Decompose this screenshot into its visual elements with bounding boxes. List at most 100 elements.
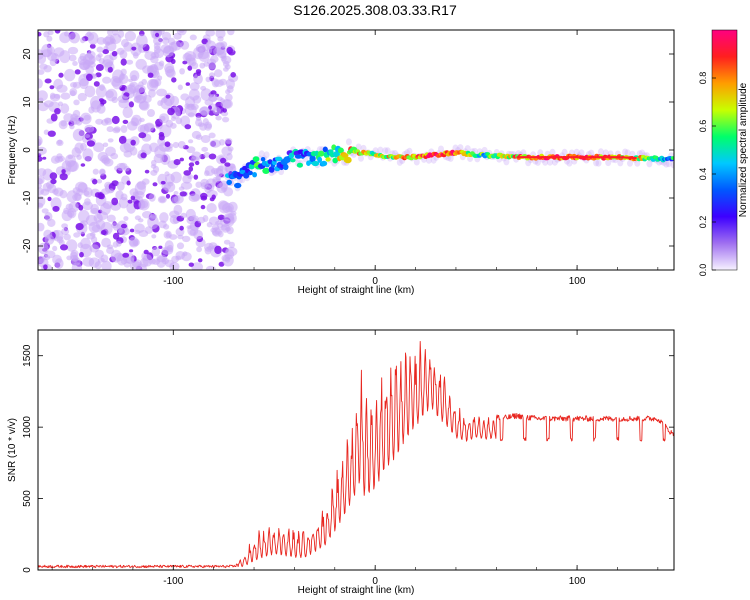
noise-blob (187, 65, 193, 71)
noise-blob (222, 202, 234, 214)
noise-blob (96, 104, 106, 114)
noise-blob (188, 193, 200, 202)
noise-blob (165, 94, 171, 99)
noise-blob (80, 37, 86, 44)
noise-blob (97, 53, 103, 58)
noise-blob (149, 142, 159, 153)
noise-blob (43, 100, 54, 108)
signal-peak (591, 156, 595, 159)
noise-blob (69, 123, 75, 130)
noise-blob (164, 259, 175, 268)
signal-halo (665, 160, 672, 168)
signal-point (243, 172, 250, 179)
noise-blob (118, 135, 127, 145)
noise-blob (142, 65, 153, 74)
noise-blob (215, 30, 226, 39)
signal-peak (633, 157, 637, 159)
signal-peak (518, 156, 522, 159)
noise-blob (112, 241, 119, 248)
noise-blob (197, 258, 203, 263)
signal-halo (602, 149, 609, 157)
signal-point (341, 153, 349, 158)
noise-blob (102, 76, 112, 84)
noise-blob (215, 115, 222, 121)
noise-blob (52, 205, 60, 212)
signal-peak (530, 156, 534, 159)
noise-blob (152, 165, 160, 173)
signal-peak (581, 156, 585, 159)
noise-blob (167, 182, 174, 187)
noise-blob (177, 234, 184, 240)
noise-blob (221, 187, 227, 192)
noise-blob (101, 157, 111, 165)
signal-point (262, 167, 270, 174)
snr-x-axis-label: Height of straight line (km) (298, 585, 415, 596)
noise-blob (112, 232, 120, 240)
y-tick-label: 0 (22, 567, 33, 573)
noise-blob (186, 146, 196, 154)
signal-halo (561, 148, 568, 156)
noise-blob (38, 138, 42, 146)
signal-point (333, 151, 340, 158)
noise-blob (209, 93, 218, 102)
noise-blob (133, 96, 141, 103)
noise-blob (208, 62, 216, 70)
signal-point (247, 170, 253, 176)
noise-blob (38, 146, 47, 155)
signal-point (275, 156, 283, 162)
noise-blob (73, 232, 81, 238)
noise-blob (188, 166, 194, 172)
x-tick-label: 100 (569, 276, 586, 287)
noise-blob (120, 193, 128, 201)
noise-blob (212, 106, 221, 115)
noise-blob (220, 41, 228, 48)
noise-blob (116, 181, 125, 191)
noise-blob (180, 181, 193, 190)
noise-blob (122, 119, 129, 124)
noise-blob (160, 153, 171, 165)
noise-blob (100, 202, 111, 215)
signal-peak (526, 156, 530, 159)
noise-blob (173, 159, 181, 166)
colorbar-tick-label: 0.2 (698, 216, 708, 229)
noise-blob (57, 139, 63, 145)
noise-blob (157, 75, 163, 81)
y-tick-label: 1500 (22, 344, 33, 367)
noise-blob (97, 257, 105, 263)
noise-blob (116, 162, 126, 171)
signal-point (282, 163, 289, 171)
noise-blob (77, 55, 87, 66)
noise-blob (101, 188, 111, 195)
signal-halo (457, 144, 464, 152)
noise-blob (210, 55, 219, 63)
noise-blob (219, 139, 225, 146)
signal-peak (615, 156, 619, 159)
noise-blob (195, 134, 203, 140)
colorbar-gradient (711, 29, 738, 271)
signal-peak (554, 156, 558, 159)
noise-blob (157, 100, 164, 107)
noise-blob (157, 195, 167, 204)
noise-blob (69, 90, 76, 97)
noise-blob (131, 46, 137, 51)
signal-halo (547, 158, 553, 166)
noise-blob (182, 235, 191, 243)
signal-peak (631, 156, 635, 159)
noise-blob (66, 160, 78, 173)
noise-blob (95, 85, 107, 98)
noise-blob (118, 197, 129, 209)
noise-blob (107, 138, 114, 143)
signal-halo (634, 159, 641, 167)
noise-blob (130, 139, 136, 146)
noise-blob (163, 230, 172, 239)
signal-halo (622, 148, 629, 156)
noise-blob (63, 207, 70, 215)
figure-title: S126.2025.308.03.33.R17 (293, 2, 457, 18)
signal-peak (544, 156, 548, 159)
noise-blob (205, 123, 212, 129)
noise-blob (58, 120, 68, 130)
noise-blob (182, 251, 188, 257)
noise-blob (161, 246, 174, 255)
noise-blob (170, 95, 180, 107)
